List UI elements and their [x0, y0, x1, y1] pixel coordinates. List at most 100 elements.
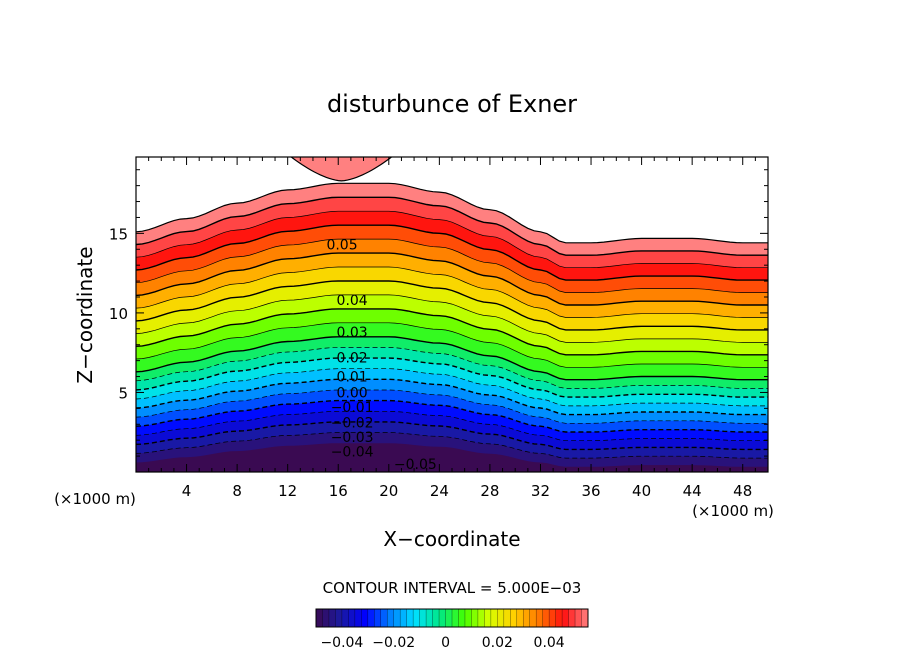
- colorbar-strip: [316, 609, 323, 627]
- x-tick-label: 12: [278, 482, 297, 500]
- x-tick-label: 40: [632, 482, 651, 500]
- contour-line: [136, 399, 768, 433]
- colorbar-strip: [445, 609, 453, 627]
- contour-line: [136, 182, 768, 244]
- x-tick-label: 28: [480, 482, 499, 500]
- contour-label: −0.02: [331, 416, 374, 432]
- colorbar-strip: [484, 609, 492, 627]
- contour-line: [136, 378, 768, 416]
- contour-line: [136, 389, 768, 424]
- colorbar-tick-label: −0.04: [320, 635, 363, 651]
- colorbar-strip: [439, 609, 447, 627]
- colorbar-strip: [542, 609, 550, 627]
- colorbar-strip: [581, 609, 589, 627]
- colorbar-strip: [536, 609, 544, 627]
- colorbar-ticks: −0.04 −0.02 0 0.02 0.04: [320, 635, 564, 651]
- colorbar-strip: [516, 609, 524, 627]
- colorbar-strip: [575, 609, 583, 627]
- colorbar-strip: [497, 609, 505, 627]
- colorbar-strip: [393, 609, 401, 627]
- x-unit-right: (×1000 m): [692, 502, 774, 520]
- colorbar-strip: [471, 609, 479, 627]
- contour-line: [136, 280, 768, 331]
- colorbar-strip: [354, 609, 362, 627]
- x-tick-label: 16: [329, 482, 348, 500]
- contour-line: [136, 308, 768, 356]
- contour-line: [136, 347, 768, 389]
- colorbar-strip: [529, 609, 537, 627]
- colorbar-strip: [510, 609, 518, 627]
- contour-label: 0.03: [337, 325, 368, 341]
- plot-area: [136, 157, 768, 472]
- colorbar-strip: [523, 609, 531, 627]
- colorbar-strip: [400, 609, 408, 627]
- colorbar-tick-label: 0.02: [482, 635, 513, 651]
- contour-line: [136, 224, 768, 281]
- contour-label: −0.04: [331, 444, 374, 460]
- contour-line: [136, 432, 768, 459]
- contour-line: [136, 196, 768, 256]
- upper-lobe-contour: [290, 157, 393, 182]
- contour-label: −0.05: [394, 457, 437, 473]
- colorbar-strip: [361, 609, 369, 627]
- y-tick-label: 5: [118, 384, 128, 402]
- colorbar-strip: [374, 609, 382, 627]
- colorbar-tick-label: 0: [441, 635, 450, 651]
- x-tick-label: 36: [581, 482, 600, 500]
- contour-interval-text: CONTOUR INTERVAL = 5.000E−03: [323, 579, 582, 597]
- y-tick-label: 15: [109, 225, 128, 243]
- colorbar-strip: [413, 609, 421, 627]
- colorbar-frame: [315, 608, 589, 628]
- x-tick-label: 32: [531, 482, 550, 500]
- colorbar-strip: [458, 609, 466, 627]
- colorbar-strip: [452, 609, 459, 627]
- colorbar-strip: [322, 609, 330, 627]
- colorbar-strip: [328, 609, 336, 627]
- colorbar-strip: [406, 609, 414, 627]
- colorbar-strip: [432, 609, 440, 627]
- x-tick-label: 4: [182, 482, 192, 500]
- contour-line: [136, 210, 768, 269]
- contour-line: [136, 336, 768, 381]
- x-axis: 4 8 12 16 20 24 28 32 36 40 44 48: [148, 157, 756, 500]
- y-axis: 5 10 15: [109, 169, 768, 457]
- colorbar-strip: [490, 609, 498, 627]
- contour-line: [136, 421, 768, 451]
- x-tick-label: 24: [430, 482, 449, 500]
- x-unit-left: (×1000 m): [54, 490, 136, 508]
- contour-line: [136, 357, 768, 398]
- x-tick-label: 48: [733, 482, 752, 500]
- contour-line: [136, 322, 768, 368]
- colorbar-strip: [380, 609, 388, 627]
- colorbar-strip: [367, 609, 375, 627]
- contour-label: −0.03: [331, 430, 374, 446]
- colorbar-strip: [335, 609, 343, 627]
- colorbar-tick-label: 0.04: [534, 635, 565, 651]
- x-tick-label: 8: [232, 482, 242, 500]
- colorbar-strip: [568, 609, 576, 627]
- x-tick-label: 44: [683, 482, 702, 500]
- contour-line: [136, 266, 768, 318]
- contour-label: 0.04: [337, 293, 368, 309]
- colorbar-strip: [477, 609, 485, 627]
- colorbar-strip: [503, 609, 511, 627]
- colorbar-strip: [549, 609, 557, 627]
- contour-label: 0.00: [337, 385, 368, 401]
- colorbar-strip: [464, 609, 472, 627]
- contour-line: [136, 368, 768, 407]
- contour-line: [136, 238, 768, 293]
- colorbar-strip: [555, 609, 563, 627]
- y-tick-label: 10: [109, 305, 128, 323]
- contour-label: 0.01: [337, 370, 368, 386]
- colorbar-strip: [562, 609, 570, 627]
- colorbar-strip: [426, 609, 434, 627]
- colorbar-strip: [419, 609, 427, 627]
- colorbar-strip: [348, 609, 356, 627]
- contour-label: 0.02: [337, 350, 368, 366]
- colorbar-tick-label: −0.02: [372, 635, 415, 651]
- contour-label: 0.05: [326, 238, 357, 254]
- band-fill: [136, 443, 768, 472]
- contour-line: [136, 294, 768, 343]
- y-axis-label: Z−coordinate: [73, 246, 97, 383]
